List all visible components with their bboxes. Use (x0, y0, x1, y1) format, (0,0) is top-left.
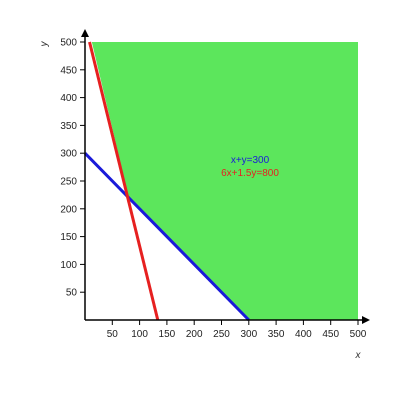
y-tick-label: 400 (60, 93, 77, 104)
y-tick-label: 500 (60, 38, 77, 49)
x-tick-label: 350 (268, 329, 285, 340)
y-tick-label: 50 (66, 288, 78, 299)
feasible-region (85, 42, 358, 320)
y-tick-label: 350 (60, 121, 77, 132)
feasible-region-layer (85, 42, 358, 320)
x-tick-label: 200 (186, 329, 203, 340)
y-tick-label: 100 (60, 260, 77, 271)
ticks-layer: 50 100 150 200 250 300 350 400 450 500 50 100 150 200… (60, 38, 366, 341)
legend-label-line-2: 6x+1.5y=800 (221, 168, 279, 179)
x-tick-label: 100 (131, 329, 148, 340)
constraint-lines-layer (83, 41, 250, 322)
legend-label-line-1: x+y=300 (231, 155, 270, 166)
y-tick-label: 200 (60, 204, 77, 215)
x-axis-arrow-icon (362, 316, 370, 324)
constraint-line-1 (83, 152, 250, 322)
x-tick-label: 400 (295, 329, 312, 340)
constraint-line-2 (88, 41, 160, 321)
x-axis-title: x (355, 350, 362, 361)
y-tick-label: 450 (60, 65, 77, 76)
x-tick-label: 500 (350, 329, 367, 340)
x-tick-label: 300 (240, 329, 257, 340)
x-tick-label: 150 (159, 329, 176, 340)
axes-layer (81, 29, 370, 324)
y-axis-title: y (39, 41, 50, 48)
x-tick-label: 250 (213, 329, 230, 340)
x-tick-label: 50 (107, 329, 119, 340)
y-tick-label: 300 (60, 149, 77, 160)
x-tick-label: 450 (322, 329, 339, 340)
y-axis-arrow-icon (81, 29, 89, 37)
y-tick-label: 150 (60, 232, 77, 243)
y-tick-label: 250 (60, 177, 77, 188)
